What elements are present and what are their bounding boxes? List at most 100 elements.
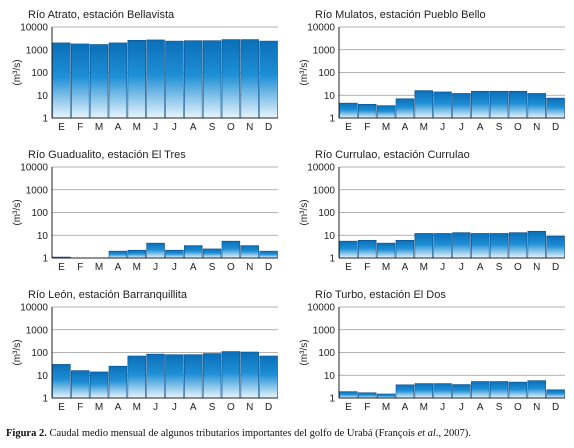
y-axis-label: (m³/s) bbox=[299, 199, 310, 225]
bar-10 bbox=[240, 39, 259, 119]
bar-7 bbox=[471, 233, 490, 259]
bar-8 bbox=[489, 381, 509, 399]
x-tick-label: S bbox=[209, 402, 216, 413]
bar-1 bbox=[71, 370, 90, 399]
y-tick-label: 10 bbox=[324, 371, 336, 382]
x-tick-label: A bbox=[190, 122, 197, 133]
bar-4 bbox=[414, 383, 433, 399]
x-tick-label: N bbox=[533, 262, 540, 273]
x-tick-label: D bbox=[265, 122, 272, 133]
chart-title: Río León, estación Barranquillita bbox=[28, 289, 188, 301]
y-axis-label: (m³/s) bbox=[299, 59, 310, 85]
bar-2 bbox=[89, 371, 109, 399]
bar-0 bbox=[52, 364, 71, 399]
y-tick-label: 100 bbox=[31, 68, 48, 79]
bar-4 bbox=[414, 90, 433, 119]
x-tick-label: O bbox=[514, 262, 522, 273]
y-tick-label: 100 bbox=[31, 208, 48, 219]
bar-3 bbox=[108, 42, 128, 119]
chart-panel-currulao: Río Currulao, estación Currulao (m³/s) 1 10… bbox=[287, 140, 574, 280]
y-tick-label: 1000 bbox=[313, 45, 336, 56]
y-tick-label: 100 bbox=[31, 348, 48, 359]
y-tick-label: 1000 bbox=[313, 325, 336, 336]
bar-6 bbox=[165, 354, 184, 399]
bar-5 bbox=[146, 353, 165, 399]
y-tick-label: 10000 bbox=[307, 303, 335, 314]
y-tick-label: 1000 bbox=[26, 325, 49, 336]
x-tick-label: E bbox=[58, 402, 65, 413]
bar-3 bbox=[108, 250, 128, 259]
x-tick-label: S bbox=[496, 122, 503, 133]
x-tick-label: N bbox=[246, 122, 253, 133]
bar-3 bbox=[395, 239, 415, 259]
x-tick-label: D bbox=[552, 122, 559, 133]
y-tick-label: 1 bbox=[42, 254, 48, 265]
y-tick-label: 10000 bbox=[20, 23, 48, 34]
x-tick-label: E bbox=[345, 122, 352, 133]
bar-5 bbox=[433, 383, 452, 399]
bar-6 bbox=[165, 249, 184, 259]
x-tick-label: S bbox=[496, 402, 503, 413]
y-tick-label: 1 bbox=[329, 254, 335, 265]
x-tick-label: M bbox=[382, 122, 390, 133]
bar-10 bbox=[527, 93, 546, 119]
x-tick-label: N bbox=[246, 402, 253, 413]
x-tick-label: F bbox=[77, 122, 83, 133]
bar-8 bbox=[202, 40, 222, 119]
y-tick-label: 10 bbox=[324, 231, 336, 242]
x-tick-label: F bbox=[77, 262, 83, 273]
x-tick-label: N bbox=[246, 262, 253, 273]
chart-title: Río Mulatos, estación Pueblo Bello bbox=[315, 9, 486, 21]
bar-10 bbox=[527, 380, 546, 399]
x-tick-label: M bbox=[133, 402, 141, 413]
chart-svg-mulatos: Río Mulatos, estación Pueblo Bello (m³/s)… bbox=[299, 9, 565, 133]
y-tick-label: 10 bbox=[37, 231, 49, 242]
x-tick-label: O bbox=[227, 262, 235, 273]
x-tick-label: N bbox=[533, 402, 540, 413]
y-tick-label: 1 bbox=[42, 394, 48, 405]
x-tick-label: A bbox=[115, 402, 122, 413]
chart-title: Río Turbo, estación El Dos bbox=[315, 289, 446, 301]
bar-4 bbox=[127, 249, 146, 259]
bar-10 bbox=[527, 230, 546, 259]
x-tick-label: J bbox=[459, 402, 464, 413]
y-tick-label: 1000 bbox=[313, 185, 336, 196]
x-tick-label: M bbox=[95, 402, 103, 413]
bar-11 bbox=[546, 97, 565, 119]
y-axis-label: (m³/s) bbox=[12, 199, 23, 225]
figure-caption: Figura 2. Caudal medio mensual de alguno… bbox=[6, 428, 572, 439]
y-tick-label: 1000 bbox=[26, 185, 49, 196]
bar-3 bbox=[395, 384, 415, 399]
y-tick-label: 10000 bbox=[20, 303, 48, 314]
x-tick-label: J bbox=[153, 122, 158, 133]
chart-svg-turbo: Río Turbo, estación El Dos (m³/s) 1 10 100 10… bbox=[299, 289, 565, 413]
bar-10 bbox=[240, 351, 259, 399]
x-tick-label: F bbox=[364, 402, 370, 413]
x-tick-label: J bbox=[440, 402, 445, 413]
x-tick-label: F bbox=[364, 262, 370, 273]
bar-8 bbox=[489, 90, 509, 119]
x-tick-label: A bbox=[190, 262, 197, 273]
bar-1 bbox=[358, 392, 377, 399]
x-tick-label: A bbox=[115, 262, 122, 273]
x-tick-label: J bbox=[172, 402, 177, 413]
x-tick-label: E bbox=[345, 262, 352, 273]
x-tick-label: M bbox=[382, 262, 390, 273]
x-tick-label: O bbox=[514, 122, 522, 133]
bar-2 bbox=[89, 44, 109, 119]
x-tick-label: E bbox=[58, 122, 65, 133]
x-tick-label: J bbox=[459, 262, 464, 273]
bar-2 bbox=[376, 242, 396, 259]
bar-7 bbox=[184, 245, 203, 259]
x-tick-label: O bbox=[227, 402, 235, 413]
bar-11 bbox=[546, 235, 565, 259]
x-tick-label: S bbox=[496, 262, 503, 273]
x-tick-label: A bbox=[477, 262, 484, 273]
chart-panel-mulatos: Río Mulatos, estación Pueblo Bello (m³/s)… bbox=[287, 0, 574, 140]
x-tick-label: A bbox=[402, 262, 409, 273]
y-tick-label: 1 bbox=[42, 114, 48, 125]
bar-4 bbox=[127, 40, 146, 119]
bar-11 bbox=[546, 389, 565, 399]
bar-7 bbox=[184, 354, 203, 399]
y-tick-label: 10000 bbox=[307, 163, 335, 174]
